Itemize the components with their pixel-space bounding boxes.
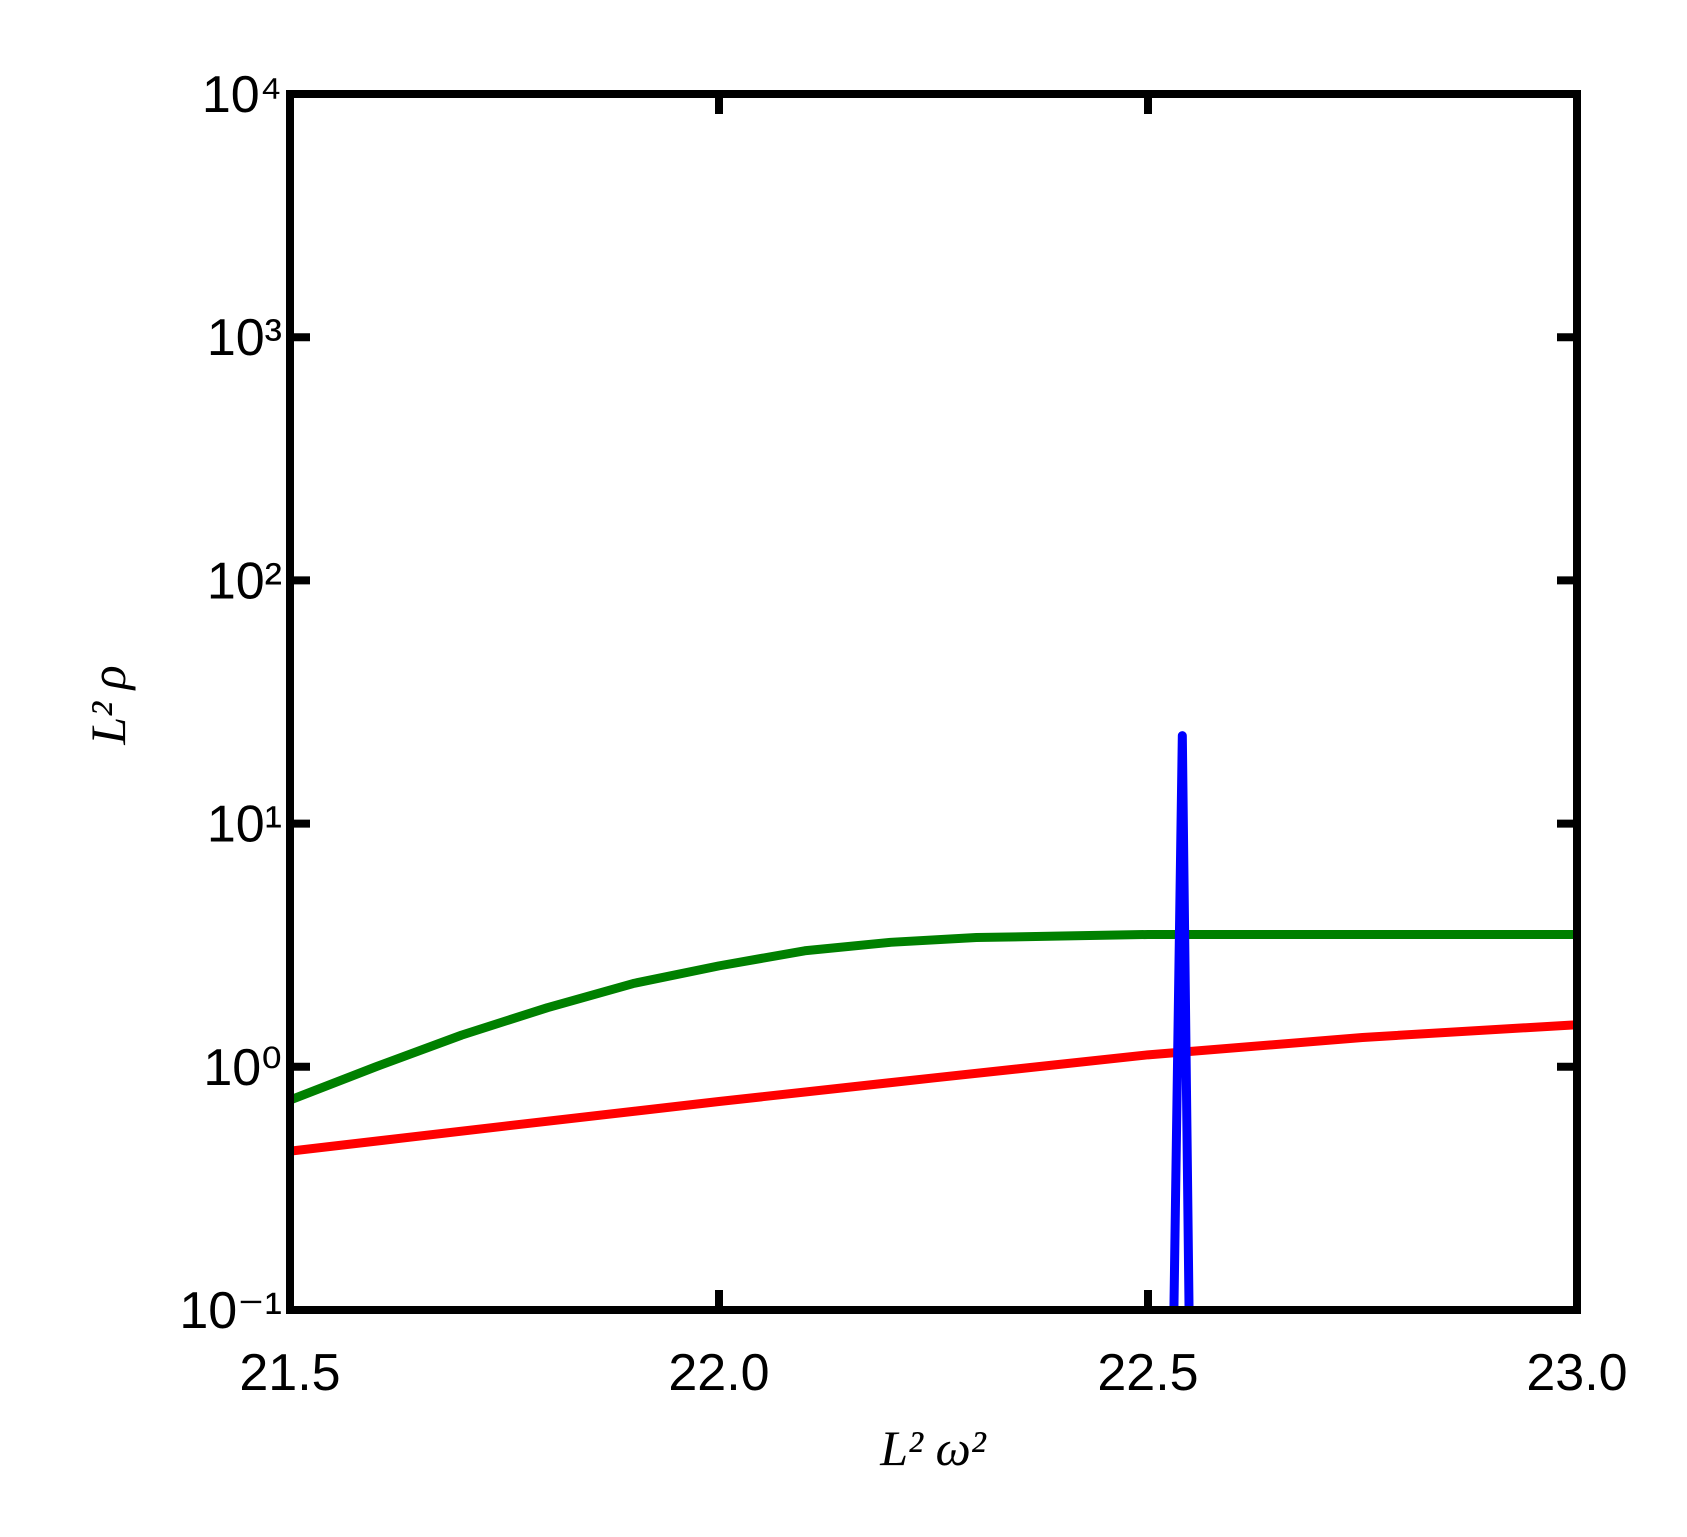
series-line: [1169, 731, 1194, 1310]
x-axis-label: L² ω²: [879, 1420, 987, 1476]
x-tick-label: 22.5: [1097, 1344, 1198, 1402]
x-tick-label: 22.0: [668, 1344, 769, 1402]
series-line: [290, 1020, 1577, 1156]
y-tick-label: 10⁴: [202, 66, 282, 124]
plot-frame: [286, 90, 1581, 1314]
plot-area: [290, 731, 1577, 1310]
x-tick-label: 23.0: [1526, 1344, 1627, 1402]
y-tick-label: 10³: [207, 309, 282, 367]
y-tick-label: 10⁻¹: [179, 1282, 282, 1340]
y-axis-label: L² ρ: [80, 665, 136, 745]
y-tick-label: 10²: [207, 552, 282, 610]
y-tick-label: 10¹: [207, 796, 282, 854]
y-tick-label: 10⁰: [203, 1039, 282, 1097]
series-line: [290, 929, 1577, 1105]
x-tick-label: 21.5: [239, 1344, 340, 1402]
